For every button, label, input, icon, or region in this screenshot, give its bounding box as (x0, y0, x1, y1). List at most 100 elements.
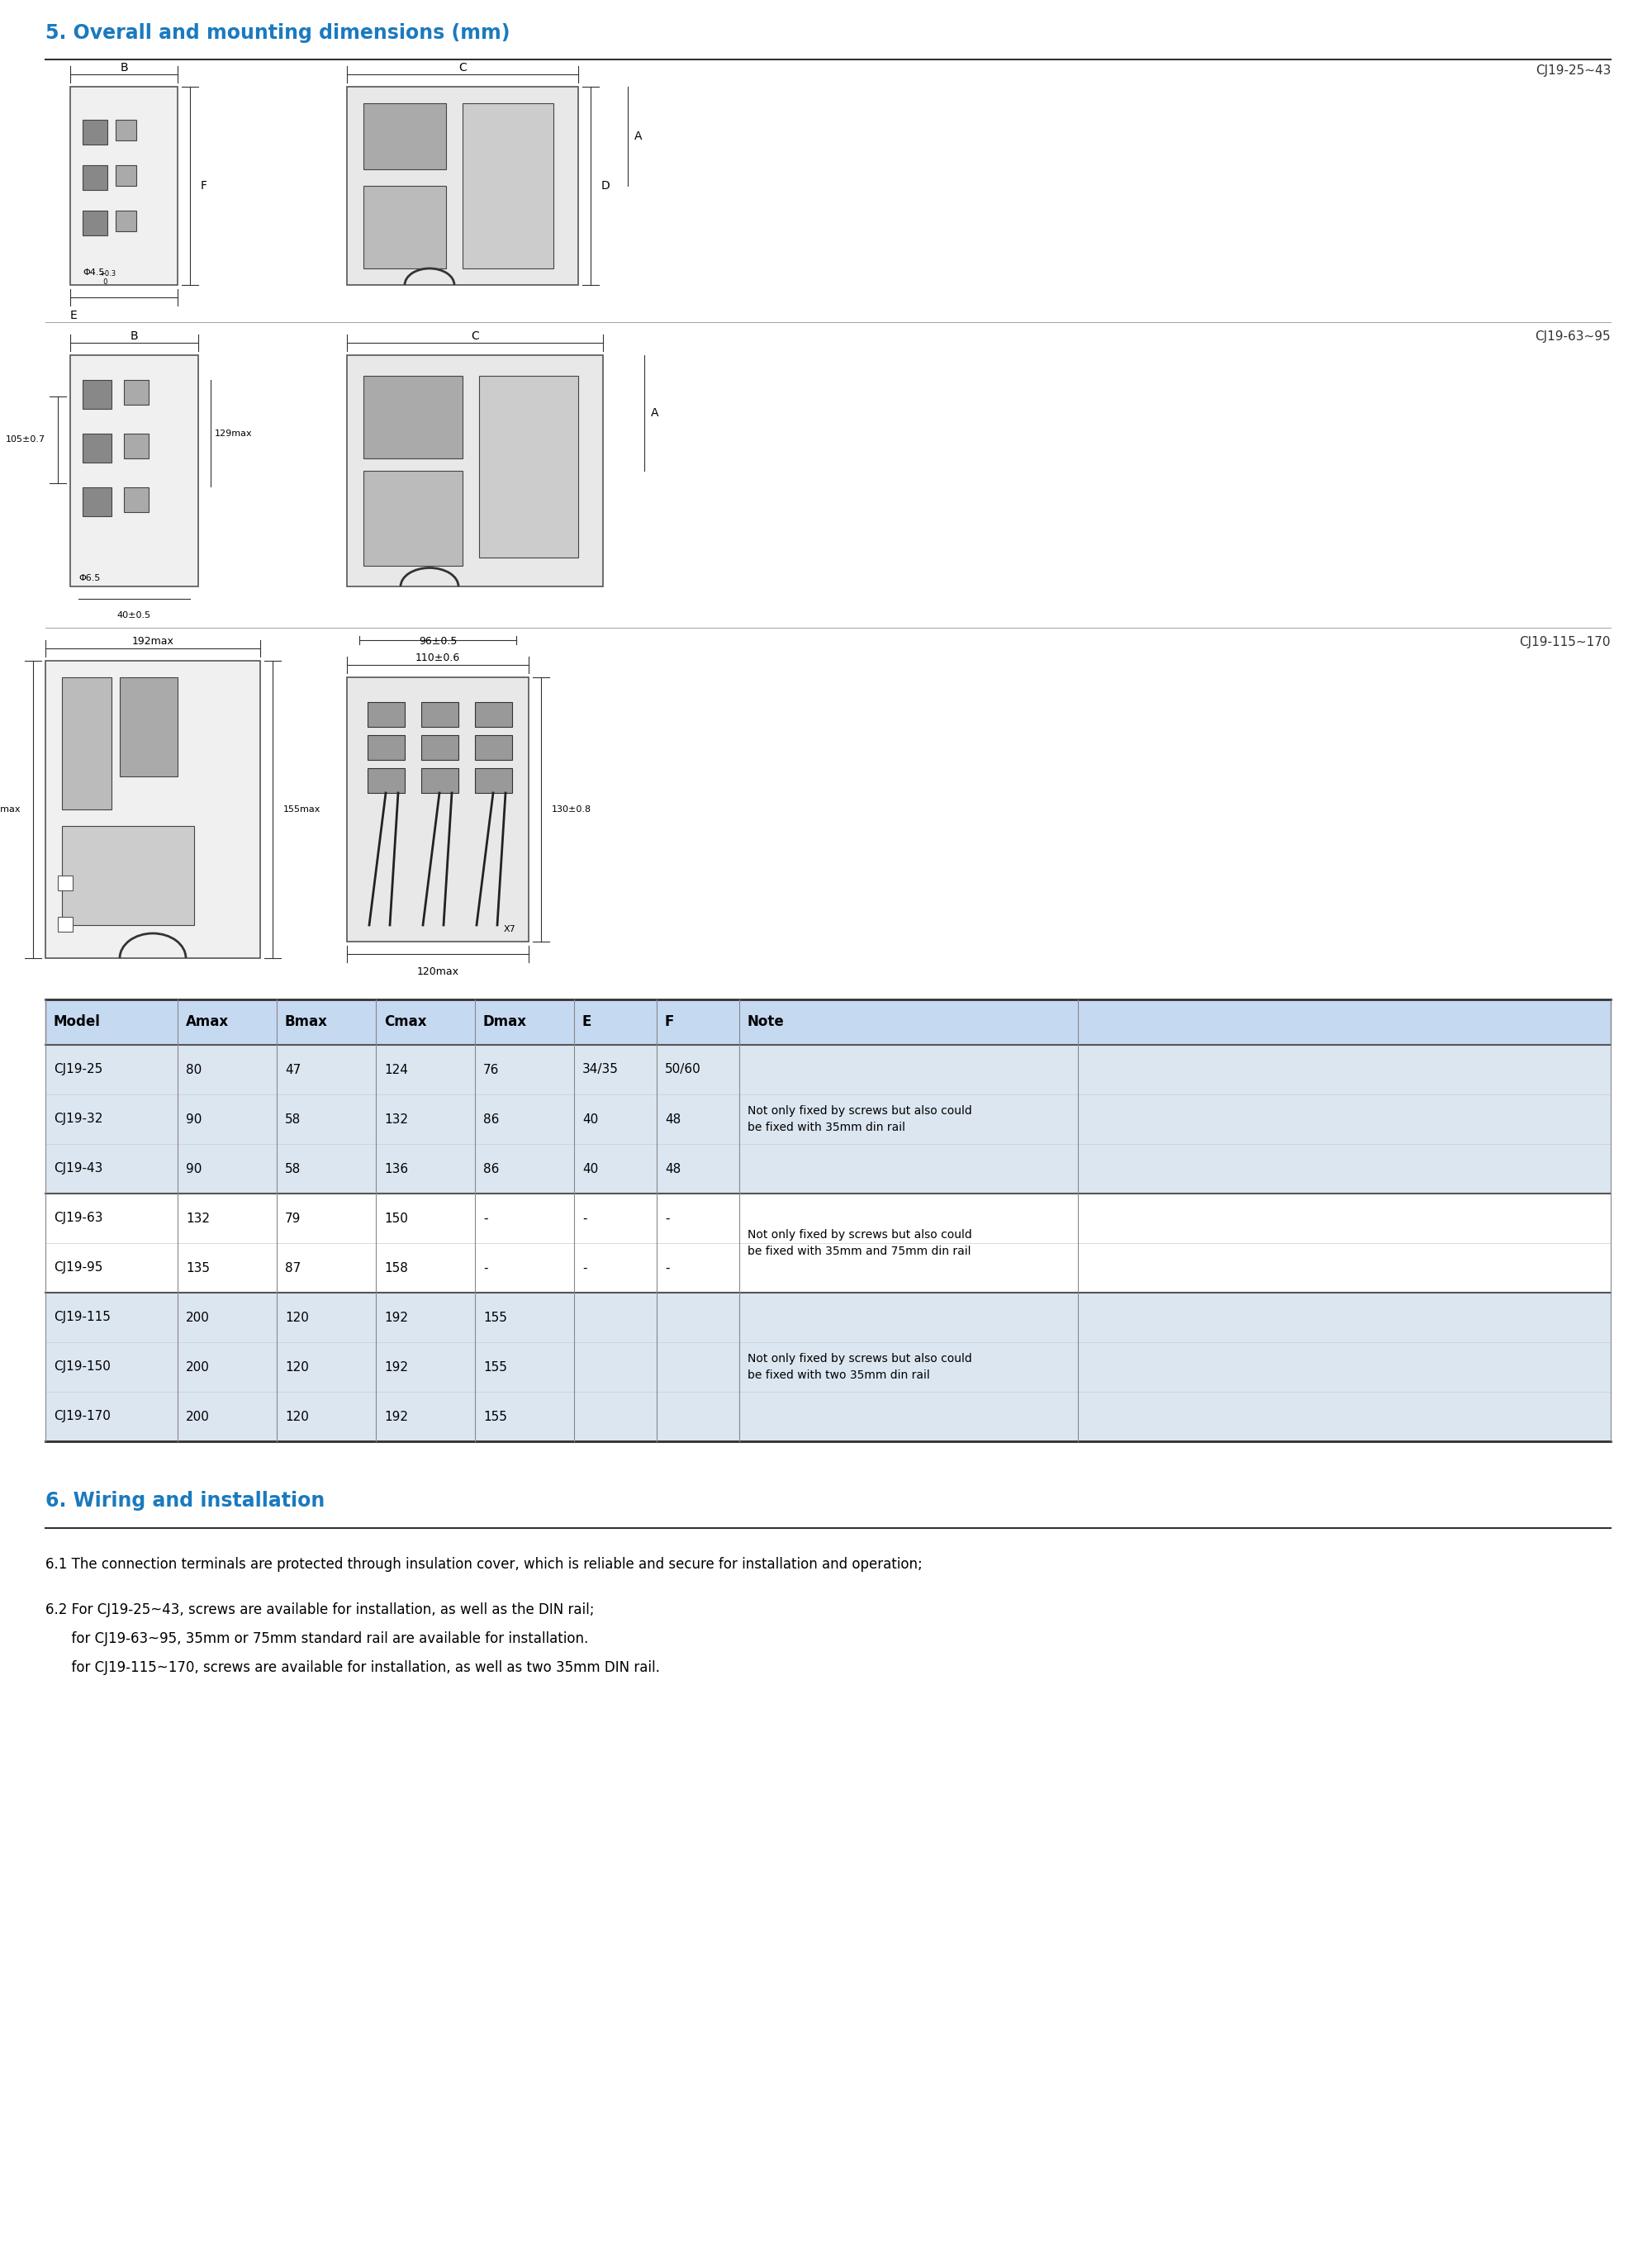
Text: be fixed with 35mm din rail: be fixed with 35mm din rail (747, 1121, 905, 1134)
Text: 90: 90 (185, 1114, 202, 1125)
Bar (421, 767, 459, 792)
Text: Φ4.5: Φ4.5 (83, 269, 104, 276)
Text: E: E (69, 310, 78, 321)
Text: 48: 48 (664, 1161, 681, 1175)
Bar (83, 211, 107, 235)
Bar (83, 165, 107, 190)
Text: for CJ19-63~95, 35mm or 75mm standard rail are available for installation.: for CJ19-63~95, 35mm or 75mm standard ra… (46, 1632, 588, 1646)
Text: 120: 120 (286, 1361, 309, 1374)
Text: C: C (459, 61, 466, 72)
Bar (363, 471, 463, 566)
Text: 90: 90 (185, 1161, 202, 1175)
Text: C: C (471, 331, 479, 342)
Bar (367, 767, 405, 792)
Text: 86: 86 (482, 1161, 499, 1175)
Text: A: A (634, 131, 643, 143)
Bar (116, 211, 135, 231)
Bar (58, 876, 73, 890)
Text: 192: 192 (383, 1311, 408, 1324)
Bar (476, 767, 512, 792)
Text: 47: 47 (286, 1064, 301, 1075)
Text: 87: 87 (286, 1261, 301, 1275)
Text: 192: 192 (383, 1361, 408, 1374)
Text: 132: 132 (383, 1114, 408, 1125)
Text: CJ19-115~170: CJ19-115~170 (1520, 636, 1611, 648)
Bar (363, 186, 446, 269)
Text: CJ19-150: CJ19-150 (53, 1361, 111, 1374)
Text: for CJ19-115~170, screws are available for installation, as well as two 35mm DIN: for CJ19-115~170, screws are available f… (46, 1660, 659, 1675)
Text: 155: 155 (482, 1311, 507, 1324)
Bar (83, 435, 112, 462)
Text: be fixed with 35mm and 75mm din rail: be fixed with 35mm and 75mm din rail (747, 1245, 971, 1257)
Text: 6. Wiring and installation: 6. Wiring and installation (46, 1492, 325, 1510)
Text: 120: 120 (286, 1410, 309, 1422)
Bar (83, 380, 112, 410)
Text: CJ19-115: CJ19-115 (53, 1311, 111, 1324)
Text: 130±0.8: 130±0.8 (552, 806, 591, 813)
Bar (83, 120, 107, 145)
Bar (46, 998, 1611, 1046)
Text: 58: 58 (286, 1161, 301, 1175)
Text: 105±0.7: 105±0.7 (5, 435, 46, 444)
Text: -: - (664, 1211, 669, 1225)
Text: 6.1 The connection terminals are protected through insulation cover, which is re: 6.1 The connection terminals are protect… (46, 1558, 922, 1571)
Bar (63, 826, 195, 926)
Text: 79: 79 (286, 1211, 301, 1225)
Text: 192: 192 (383, 1410, 408, 1422)
Text: -: - (482, 1211, 487, 1225)
Text: 200max: 200max (0, 806, 20, 813)
Text: Φ6.5: Φ6.5 (79, 575, 101, 582)
Bar (363, 376, 463, 457)
Bar (421, 736, 459, 761)
Text: 58: 58 (286, 1114, 301, 1125)
Text: 120max: 120max (416, 967, 459, 978)
Text: 155max: 155max (284, 806, 320, 813)
Text: 96±0.5: 96±0.5 (418, 636, 458, 648)
Text: E: E (582, 1014, 591, 1030)
Text: 40: 40 (582, 1114, 598, 1125)
Bar (69, 355, 198, 586)
Bar (347, 677, 529, 942)
Text: F: F (664, 1014, 674, 1030)
Bar (116, 165, 135, 186)
Bar (476, 702, 512, 727)
Text: Not only fixed by screws but also could: Not only fixed by screws but also could (747, 1354, 971, 1365)
Bar (347, 355, 603, 586)
Text: Cmax: Cmax (383, 1014, 426, 1030)
Text: -: - (582, 1211, 586, 1225)
Text: 129max: 129max (215, 430, 253, 437)
Bar (46, 1293, 1611, 1442)
Text: 40±0.5: 40±0.5 (117, 611, 150, 620)
Text: 200: 200 (185, 1410, 210, 1422)
Text: 110±0.6: 110±0.6 (415, 652, 461, 663)
Bar (69, 86, 178, 285)
Text: CJ19-95: CJ19-95 (53, 1261, 102, 1275)
Bar (46, 1193, 1611, 1293)
Text: 150: 150 (383, 1211, 408, 1225)
Text: F: F (202, 181, 208, 192)
Text: +0.3
  0: +0.3 0 (99, 269, 116, 285)
Bar (347, 86, 578, 285)
Text: 34/35: 34/35 (582, 1064, 618, 1075)
Text: CJ19-43: CJ19-43 (53, 1161, 102, 1175)
Bar (363, 104, 446, 170)
Text: Model: Model (53, 1014, 101, 1030)
Text: 200: 200 (185, 1361, 210, 1374)
Text: 155: 155 (482, 1410, 507, 1422)
Text: Χ7: Χ7 (504, 926, 515, 933)
Text: 86: 86 (482, 1114, 499, 1125)
Text: CJ19-63: CJ19-63 (53, 1211, 102, 1225)
Text: 40: 40 (582, 1161, 598, 1175)
Bar (63, 677, 112, 811)
Text: CJ19-25: CJ19-25 (53, 1064, 102, 1075)
Text: 6.2 For CJ19-25~43, screws are available for installation, as well as the DIN ra: 6.2 For CJ19-25~43, screws are available… (46, 1603, 595, 1616)
Text: be fixed with two 35mm din rail: be fixed with two 35mm din rail (747, 1370, 930, 1381)
Text: CJ19-63~95: CJ19-63~95 (1535, 331, 1611, 342)
Text: B: B (131, 331, 137, 342)
Bar (476, 736, 512, 761)
Text: 136: 136 (383, 1161, 408, 1175)
Text: CJ19-25~43: CJ19-25~43 (1535, 63, 1611, 77)
Bar (124, 435, 149, 457)
Text: 124: 124 (383, 1064, 408, 1075)
Text: 135: 135 (185, 1261, 210, 1275)
